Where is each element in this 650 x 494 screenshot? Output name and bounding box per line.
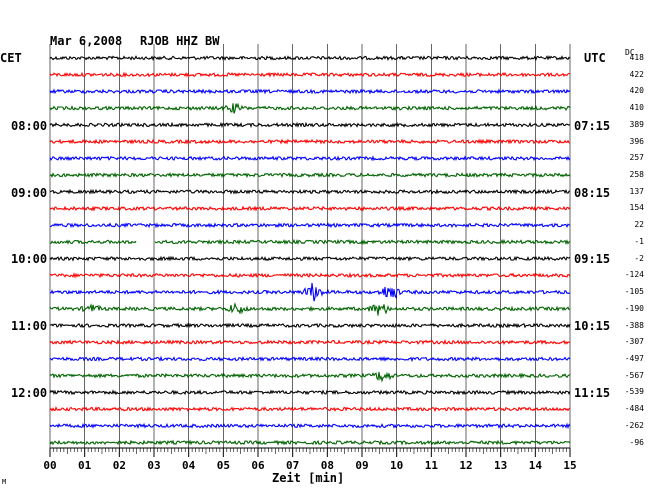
minute-gridlines (49, 44, 571, 448)
seismic-trace-6 (49, 155, 571, 162)
x-tick-label: 14 (528, 459, 542, 472)
seismic-trace-18 (49, 355, 571, 363)
seismic-trace-20 (49, 389, 571, 396)
dc-value-label: -539 (624, 387, 644, 397)
dc-value-label: 418 (629, 53, 644, 62)
x-tick-label: 03 (147, 459, 161, 472)
seismic-trace-22 (49, 422, 571, 430)
seismic-trace-1 (49, 71, 571, 78)
dc-value-label: -105 (624, 287, 644, 297)
x-tick-label: 06 (251, 459, 265, 472)
dc-value-label: -124 (624, 270, 644, 280)
x-axis-label: Zeit [min] (272, 471, 345, 485)
x-tick-label: 09 (355, 459, 369, 472)
seismic-trace-7 (49, 171, 571, 179)
dc-value-label: -96 (629, 437, 644, 447)
right-time-label: 10:15 (574, 319, 611, 333)
dc-header-label: DC (625, 48, 635, 57)
seismic-trace-10 (50, 222, 571, 229)
seismic-trace-12 (49, 255, 571, 262)
dc-value-label: -307 (624, 337, 644, 347)
x-tick-label: 00 (43, 459, 57, 472)
x-tick-label: 15 (563, 459, 577, 472)
dc-value-label: -497 (624, 353, 644, 363)
left-hour-label: 09:00 (11, 186, 48, 200)
x-tick-label: 04 (182, 459, 196, 472)
seismic-trace-13 (49, 272, 571, 279)
x-tick-label: 12 (459, 459, 473, 472)
seismic-trace-2 (49, 88, 571, 95)
left-hour-label: 08:00 (11, 119, 48, 133)
x-tick-label: 13 (494, 459, 508, 472)
x-tick-label: 05 (216, 459, 230, 472)
x-tick-label: 11 (424, 459, 438, 472)
x-tick-label: 10 (390, 459, 404, 472)
dc-value-label: 396 (629, 136, 644, 146)
x-tick-label: 02 (112, 459, 126, 472)
seismic-trace-15 (49, 302, 571, 316)
dc-value-label: 420 (629, 86, 644, 96)
left-hour-label: 10:00 (11, 252, 48, 266)
left-timezone-label: CET (0, 51, 22, 65)
right-timezone-label: UTC (584, 51, 606, 65)
x-axis (49, 447, 571, 457)
dc-value-label: -388 (624, 320, 644, 330)
dc-value-label: 257 (629, 153, 644, 163)
dc-value-label: -484 (624, 404, 644, 414)
seismic-trace-0 (49, 55, 571, 61)
header-station: RJOB HHZ BW (140, 34, 220, 48)
seismic-trace-17 (49, 339, 571, 346)
x-tick-label: 01 (78, 459, 92, 472)
seismic-trace-9 (49, 205, 571, 212)
corner-mark: M (2, 478, 7, 486)
dc-value-label: -2 (634, 253, 644, 263)
dc-value-label: 422 (629, 69, 644, 79)
x-tick-label: 07 (286, 459, 300, 472)
dc-value-label: 137 (629, 186, 644, 196)
seismic-trace-3 (49, 102, 571, 114)
right-time-label: 09:15 (574, 252, 611, 266)
seismic-trace-14 (49, 282, 571, 302)
seismic-trace-5 (49, 138, 571, 145)
seismic-trace-21 (49, 405, 571, 413)
right-time-label: 08:15 (574, 186, 611, 200)
seismic-trace-8 (49, 188, 571, 195)
seismic-trace-19 (49, 371, 571, 383)
seismic-trace-16 (49, 322, 571, 329)
right-time-label: 07:15 (574, 119, 611, 133)
right-time-label: 11:15 (574, 386, 611, 400)
seismic-trace-11 (49, 238, 571, 246)
dc-value-label: -262 (624, 420, 644, 430)
dc-value-label: 258 (629, 170, 644, 180)
dc-value-label: 154 (629, 203, 644, 213)
seismic-traces (49, 55, 571, 446)
dc-value-label: 389 (629, 119, 644, 129)
left-hour-label: 12:00 (11, 386, 48, 400)
dc-value-label: -190 (624, 303, 644, 313)
dc-value-label: 22 (634, 220, 644, 230)
header-date: Mar 6,2008 (50, 34, 123, 48)
left-hour-label: 11:00 (11, 319, 48, 333)
dc-value-label: 410 (629, 103, 644, 113)
dc-value-label: -567 (624, 370, 644, 380)
seismic-trace-4 (49, 121, 571, 129)
seismic-trace-23 (49, 439, 571, 446)
x-tick-label: 08 (320, 459, 334, 472)
dc-value-label: -1 (634, 236, 644, 246)
